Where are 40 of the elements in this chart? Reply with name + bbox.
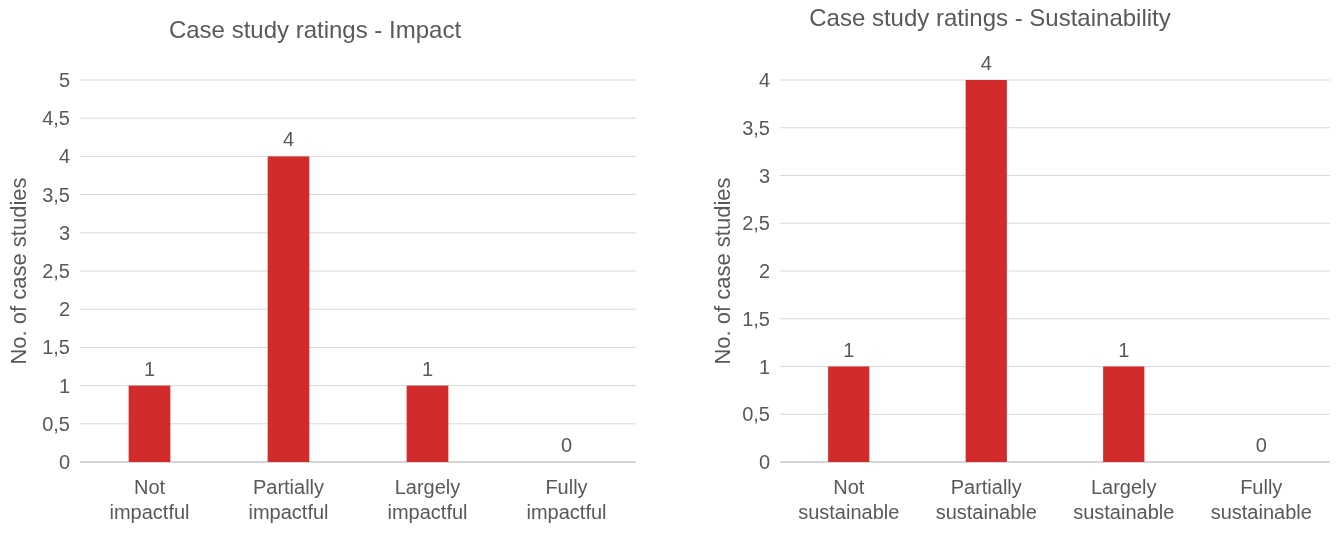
- y-tick-label: 3: [58, 221, 70, 244]
- y-tick-label: 2,5: [742, 212, 770, 235]
- data-label: 1: [421, 357, 434, 380]
- y-tick-label: 2,5: [42, 260, 70, 282]
- y-tick-label: 4: [58, 145, 70, 168]
- y-tick-label: 2: [758, 260, 770, 282]
- y-axis-title: No. of case studies: [710, 177, 735, 365]
- y-axis-title: No. of case studies: [6, 177, 31, 365]
- y-tick-label: 0,5: [742, 403, 770, 426]
- x-tick-label: Partially impactful: [248, 476, 329, 523]
- data-label: 1: [843, 338, 855, 361]
- y-tick-label: 5: [58, 69, 70, 91]
- y-tick-label: 1: [758, 355, 770, 378]
- y-tick-label: 1,5: [742, 307, 770, 330]
- x-tick-label: Largely impactful: [387, 476, 468, 523]
- data-label: 1: [143, 357, 156, 380]
- data-label: 1: [1118, 338, 1130, 361]
- y-tick-label: 0: [758, 451, 770, 473]
- data-label: 4: [282, 128, 295, 151]
- x-tick-label: Fully impactful: [526, 476, 607, 523]
- x-tick-label: Not sustainable: [798, 476, 900, 523]
- x-tick-label: Partially sustainable: [935, 476, 1037, 523]
- data-label: 0: [1255, 434, 1267, 456]
- y-tick-label: 3,5: [742, 116, 770, 139]
- x-tick-label: Not impactful: [109, 476, 190, 523]
- y-tick-label: 3: [758, 164, 770, 187]
- y-tick-label: 3,5: [42, 183, 70, 206]
- y-tick-label: 1: [58, 374, 70, 397]
- chart-title: Case study ratings - Sustainability: [809, 4, 1171, 31]
- y-tick-label: 4: [758, 69, 770, 91]
- data-label: 0: [560, 434, 573, 456]
- y-tick-label: 2: [58, 298, 70, 321]
- y-tick-label: 1,5: [42, 336, 70, 359]
- data-label: 4: [980, 52, 992, 74]
- x-tick-label: Fully sustainable: [1210, 476, 1312, 523]
- x-tick-label: Largely sustainable: [1073, 476, 1175, 523]
- y-tick-label: 0,5: [42, 412, 70, 435]
- y-tick-label: 0: [58, 451, 70, 473]
- chart-title: Case study ratings - Impact: [168, 16, 462, 43]
- y-tick-label: 4,5: [42, 107, 70, 130]
